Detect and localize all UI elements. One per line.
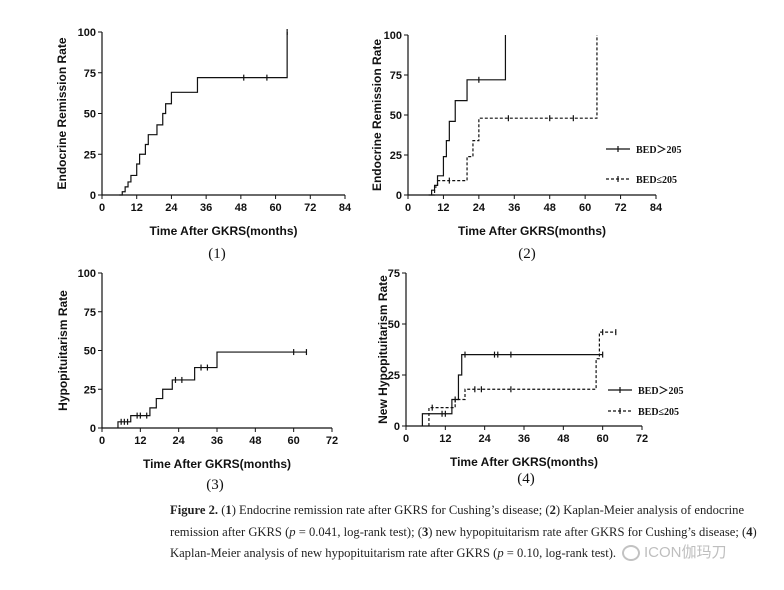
y-tick-label: 50 — [390, 110, 402, 122]
legend-label: BED＞205 — [638, 385, 684, 397]
x-axis-title: Time After GKRS(months) — [143, 457, 291, 471]
x-tick-label: 36 — [211, 435, 223, 447]
legend-label: BED＞205 — [636, 144, 682, 156]
x-tick-label: 48 — [544, 202, 556, 214]
y-tick-label: 100 — [78, 27, 96, 39]
chart-panel-1: 0 12 24 36 48 60 72 84 0 25 50 75 100 Time After GKRS… — [55, 27, 352, 262]
x-axis-title: Time After GKRS(months) — [149, 224, 297, 238]
x-axis-title: Time After GKRS(months) — [458, 224, 606, 238]
y-axis-title: Hypopituitarism Rate — [56, 290, 70, 411]
x-tick-label: 0 — [403, 433, 409, 445]
y-tick-label: 25 — [390, 150, 402, 162]
y-tick-label: 75 — [84, 307, 96, 319]
panel-label: (3) — [206, 477, 224, 493]
x-tick-label: 36 — [200, 202, 212, 214]
x-tick-label: 48 — [235, 202, 247, 214]
y-tick-label: 0 — [394, 421, 400, 433]
x-tick-label: 72 — [636, 433, 648, 445]
series-line-2 — [431, 35, 598, 196]
x-tick-label: 72 — [326, 435, 338, 447]
chart-panel-2: 0 12 24 36 48 60 72 84 0 25 50 75 100 Time After GKRS… — [370, 30, 682, 262]
x-tick-label: 12 — [437, 202, 449, 214]
x-tick-label: 12 — [439, 433, 451, 445]
x-tick-label: 84 — [339, 202, 352, 214]
series-line-1 — [421, 354, 603, 426]
legend-label: BED≤205 — [638, 407, 679, 418]
figure-caption: Figure 2. (1) Endocrine remission rate a… — [170, 500, 768, 565]
x-tick-label: 0 — [99, 202, 105, 214]
x-tick-label: 24 — [173, 435, 186, 447]
panel-label: (1) — [208, 246, 226, 262]
series-line-1 — [117, 351, 307, 428]
panel-label: (4) — [517, 471, 535, 487]
y-tick-label: 75 — [388, 268, 400, 280]
y-axis-title: Endocrine Remission Rate — [370, 39, 384, 191]
x-axis-title: Time After GKRS(months) — [450, 455, 598, 469]
x-tick-label: 60 — [579, 202, 591, 214]
y-tick-label: 75 — [390, 70, 402, 82]
x-tick-label: 72 — [614, 202, 626, 214]
x-tick-label: 24 — [479, 433, 492, 445]
y-tick-label: 50 — [388, 319, 400, 331]
x-tick-label: 0 — [405, 202, 411, 214]
chart-panel-4: 0 12 24 36 48 60 72 0 25 50 75 Time After GKRS(mont… — [376, 268, 684, 487]
watermark: ICON伽玛刀 — [622, 541, 727, 562]
caption-text: (1) Endocrine remission rate after GKRS … — [170, 503, 757, 561]
y-tick-label: 0 — [90, 423, 96, 435]
x-tick-label: 36 — [518, 433, 530, 445]
x-tick-label: 60 — [288, 435, 300, 447]
y-tick-label: 0 — [396, 190, 402, 202]
y-axis-title: Endocrine Remission Rate — [55, 37, 69, 189]
chart-panel-3: 0 12 24 36 48 60 72 0 25 50 75 100 Time After GKRS(m… — [56, 268, 338, 493]
x-tick-label: 60 — [597, 433, 609, 445]
legend-label: BED≤205 — [636, 175, 677, 186]
y-axis-title: New Hypopituitarism Rate — [376, 275, 390, 424]
x-tick-label: 0 — [99, 435, 105, 447]
chat-bubble-icon — [622, 545, 640, 562]
y-tick-label: 25 — [84, 149, 96, 161]
x-tick-label: 12 — [131, 202, 143, 214]
x-tick-label: 84 — [650, 202, 663, 214]
series-line-1 — [428, 35, 507, 196]
x-tick-label: 72 — [304, 202, 316, 214]
y-tick-label: 50 — [84, 346, 96, 358]
x-tick-label: 24 — [165, 202, 178, 214]
y-tick-label: 25 — [84, 384, 96, 396]
y-tick-label: 100 — [78, 268, 96, 280]
y-tick-label: 0 — [90, 190, 96, 202]
x-tick-label: 36 — [508, 202, 520, 214]
series-line-1 — [119, 32, 288, 196]
y-tick-label: 25 — [388, 370, 400, 382]
x-tick-label: 24 — [473, 202, 486, 214]
figure-label: Figure 2. — [170, 503, 219, 517]
x-tick-label: 48 — [557, 433, 569, 445]
y-tick-label: 50 — [84, 109, 96, 121]
watermark-text: ICON伽玛刀 — [644, 544, 727, 561]
x-tick-label: 60 — [269, 202, 281, 214]
x-tick-label: 12 — [134, 435, 146, 447]
panel-label: (2) — [518, 246, 536, 262]
series-line-2 — [428, 331, 616, 426]
y-tick-label: 75 — [84, 68, 96, 80]
x-tick-label: 48 — [249, 435, 261, 447]
y-tick-label: 100 — [384, 30, 402, 42]
